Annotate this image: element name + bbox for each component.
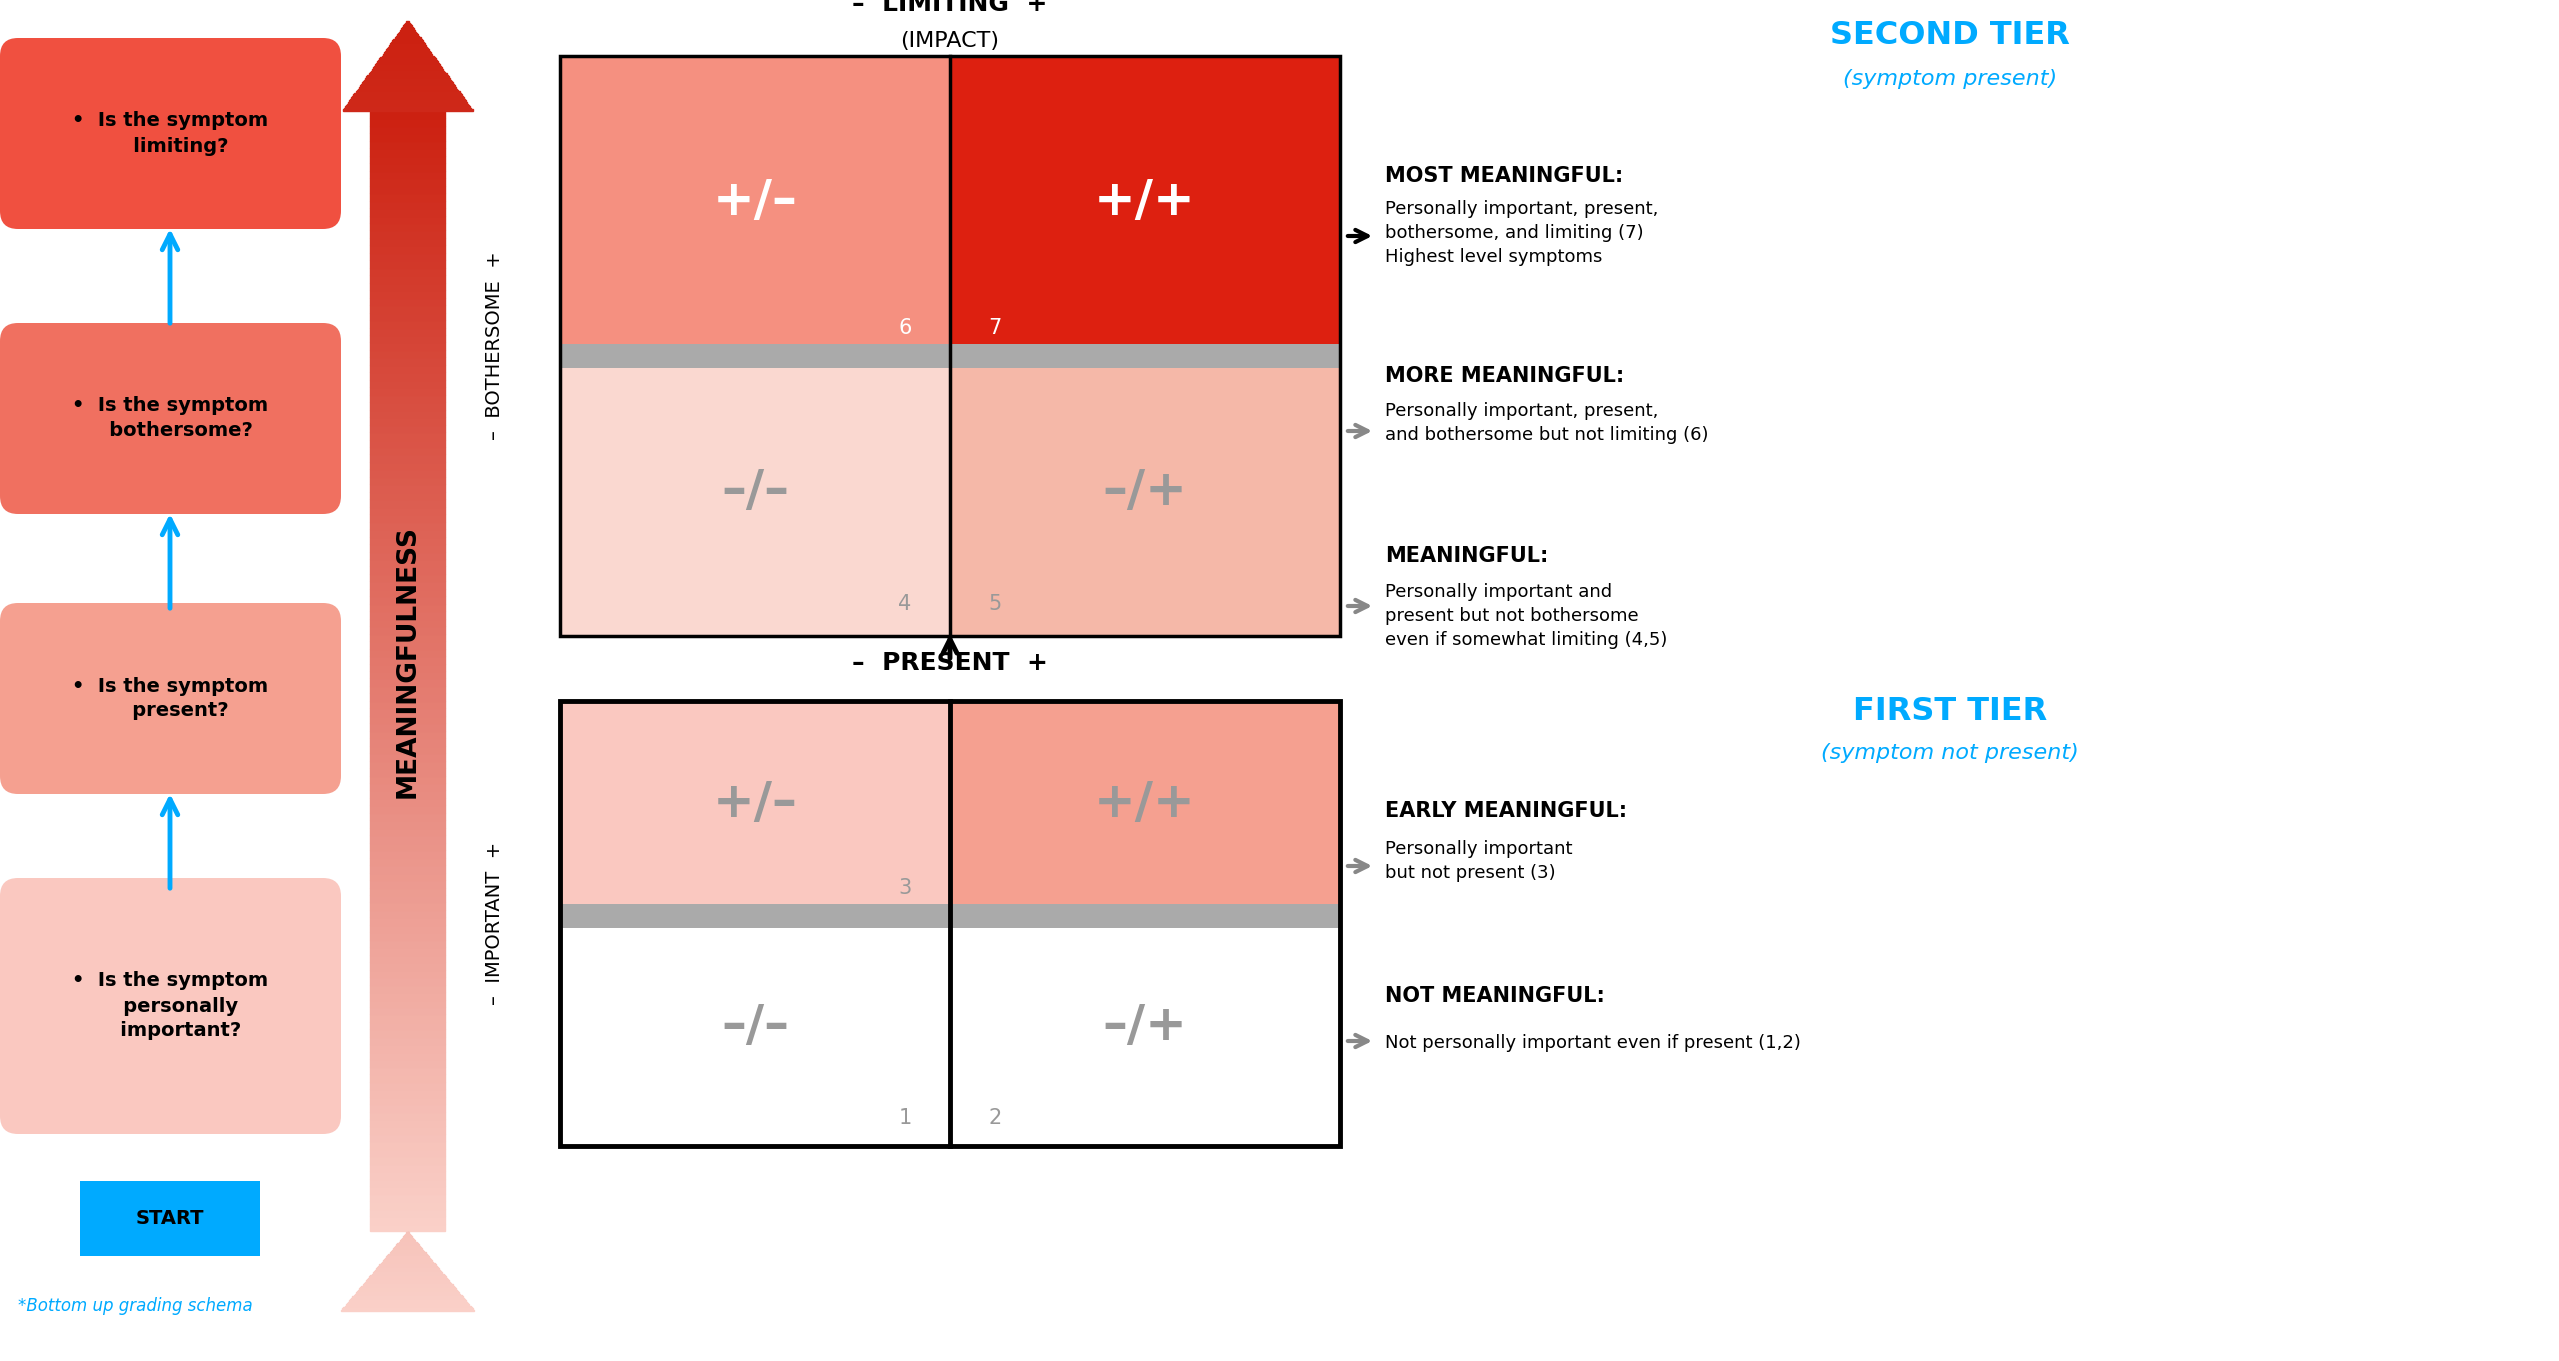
Bar bbox=[399, 31, 417, 33]
Bar bbox=[371, 290, 445, 298]
Text: –  IMPORTANT  +: – IMPORTANT + bbox=[486, 842, 504, 1006]
Bar bbox=[361, 86, 456, 87]
Text: +/+: +/+ bbox=[1095, 177, 1195, 225]
Bar bbox=[371, 842, 445, 851]
Bar bbox=[371, 634, 445, 641]
Bar bbox=[371, 596, 445, 604]
Bar bbox=[345, 105, 468, 106]
Bar bbox=[371, 238, 445, 245]
Bar bbox=[361, 83, 453, 84]
Bar bbox=[371, 671, 445, 679]
Bar bbox=[371, 574, 445, 581]
Bar bbox=[371, 328, 445, 335]
Bar bbox=[949, 357, 1341, 636]
Text: NOT MEANINGFUL:: NOT MEANINGFUL: bbox=[1384, 985, 1604, 1006]
Bar bbox=[371, 148, 445, 155]
Bar bbox=[371, 461, 445, 470]
Bar bbox=[394, 38, 420, 39]
Bar bbox=[371, 1007, 445, 1014]
Bar bbox=[371, 686, 445, 693]
Bar bbox=[371, 768, 445, 776]
Bar bbox=[381, 57, 435, 59]
Text: 7: 7 bbox=[988, 318, 1001, 338]
Bar bbox=[384, 50, 430, 53]
Bar bbox=[353, 97, 463, 98]
Bar bbox=[371, 723, 445, 731]
Bar bbox=[384, 53, 432, 54]
Bar bbox=[371, 902, 445, 911]
Bar bbox=[371, 589, 445, 596]
Bar bbox=[371, 1037, 445, 1044]
Bar bbox=[343, 108, 471, 109]
Bar bbox=[371, 925, 445, 932]
Bar bbox=[353, 94, 461, 97]
Text: +/+: +/+ bbox=[1095, 780, 1195, 827]
Bar bbox=[371, 476, 445, 485]
Bar bbox=[361, 84, 453, 86]
Bar bbox=[376, 63, 440, 64]
Text: Personally important, present,
bothersome, and limiting (7)
Highest level sympto: Personally important, present, bothersom… bbox=[1384, 200, 1658, 265]
Bar bbox=[371, 163, 445, 170]
Bar bbox=[348, 101, 466, 102]
Bar bbox=[343, 109, 473, 112]
Bar bbox=[371, 358, 445, 365]
Bar bbox=[363, 79, 450, 82]
Bar bbox=[356, 91, 461, 93]
Bar bbox=[371, 1082, 445, 1089]
Bar bbox=[394, 39, 422, 41]
Text: MORE MEANINGFUL:: MORE MEANINGFUL: bbox=[1384, 366, 1625, 387]
Bar bbox=[402, 27, 412, 29]
Text: •  Is the symptom
   personally
   important?: • Is the symptom personally important? bbox=[72, 972, 269, 1041]
Text: (symptom present): (symptom present) bbox=[1842, 69, 2057, 88]
Bar bbox=[371, 373, 445, 380]
Bar bbox=[371, 932, 445, 940]
Bar bbox=[371, 1059, 445, 1067]
Bar bbox=[371, 746, 445, 753]
FancyBboxPatch shape bbox=[0, 878, 340, 1134]
Bar bbox=[371, 1104, 445, 1112]
Bar bbox=[397, 35, 420, 38]
Text: 6: 6 bbox=[898, 318, 911, 338]
Bar bbox=[366, 76, 448, 78]
Bar bbox=[371, 581, 445, 589]
Bar bbox=[371, 911, 445, 917]
Bar bbox=[371, 791, 445, 798]
Bar bbox=[371, 529, 445, 536]
Bar bbox=[371, 320, 445, 328]
Bar bbox=[363, 82, 453, 83]
Text: 3: 3 bbox=[898, 878, 911, 898]
Bar bbox=[371, 127, 445, 133]
Bar bbox=[371, 425, 445, 431]
Bar bbox=[379, 59, 435, 60]
Text: 4: 4 bbox=[898, 593, 911, 614]
Bar bbox=[371, 142, 445, 148]
Bar bbox=[560, 916, 949, 1146]
Bar bbox=[397, 33, 417, 34]
Text: (symptom not present): (symptom not present) bbox=[1822, 743, 2078, 764]
Text: +/–: +/– bbox=[711, 780, 798, 827]
Bar bbox=[353, 93, 461, 94]
Bar bbox=[371, 566, 445, 574]
Bar bbox=[371, 365, 445, 373]
Bar bbox=[371, 619, 445, 626]
Bar bbox=[371, 1142, 445, 1149]
Text: START: START bbox=[136, 1209, 205, 1228]
Bar bbox=[386, 48, 427, 49]
Bar bbox=[371, 343, 445, 350]
Text: –  LIMITING  +: – LIMITING + bbox=[852, 0, 1047, 16]
Bar bbox=[560, 344, 1341, 367]
Text: Personally important, present,
and bothersome but not limiting (6): Personally important, present, and bothe… bbox=[1384, 403, 1709, 444]
Bar bbox=[371, 708, 445, 716]
Bar bbox=[371, 1209, 445, 1217]
Bar bbox=[371, 611, 445, 619]
Bar bbox=[371, 1194, 445, 1202]
Bar bbox=[371, 1179, 445, 1187]
Bar bbox=[371, 1112, 445, 1119]
Bar bbox=[392, 41, 422, 42]
Text: –  PRESENT  +: – PRESENT + bbox=[852, 651, 1049, 675]
Bar bbox=[371, 761, 445, 768]
Bar bbox=[371, 1067, 445, 1074]
Bar bbox=[371, 872, 445, 881]
Bar bbox=[371, 275, 445, 283]
Bar bbox=[371, 798, 445, 806]
